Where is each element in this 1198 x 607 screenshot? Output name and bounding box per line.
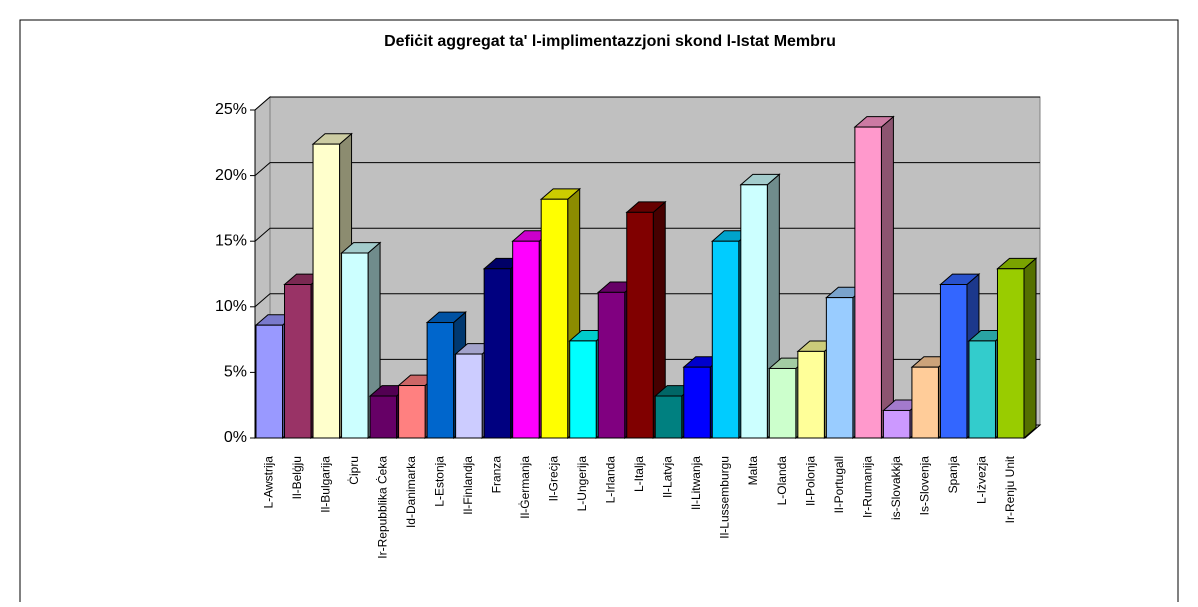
- chart-title: Defiċit aggregat ta' l-implimentazzjoni …: [384, 33, 836, 50]
- bar: [853, 115, 895, 440]
- bar: [340, 241, 382, 440]
- x-tick-label: L-Italja: [632, 456, 646, 492]
- x-tick-label: L-Estonja: [433, 456, 447, 507]
- x-tick-label: Il-Portugall: [832, 456, 846, 513]
- x-tick-label: Spanja: [946, 456, 960, 494]
- x-tick-label: Ir-Rumanija: [860, 456, 874, 518]
- y-tick-label: 20%: [215, 167, 247, 184]
- x-tick-label: Il-Ġermanja: [518, 456, 532, 519]
- x-tick-label: L-Awstrija: [261, 456, 275, 509]
- bar: [996, 257, 1038, 440]
- x-tick-label: L-Irlanda: [604, 456, 618, 504]
- x-tick-label: Ċipru: [347, 456, 361, 485]
- y-tick-label: 15%: [215, 232, 247, 249]
- bar: [939, 273, 981, 440]
- x-tick-label: Ir-Renju Unit: [1003, 455, 1017, 523]
- x-tick-label: Malta: [746, 456, 760, 486]
- x-tick-label: Il-Belġju: [290, 456, 304, 499]
- grid-line: [254, 96, 1040, 111]
- x-tick-label: Is-Slovenja: [917, 456, 931, 516]
- x-tick-label: L-Iżvezja: [974, 456, 988, 504]
- x-tick-label: Il-Bulgarija: [318, 456, 332, 513]
- x-tick-label: Il-Finlandja: [461, 456, 475, 515]
- y-tick-label: 0%: [224, 429, 247, 446]
- bar: [739, 173, 781, 440]
- x-tick-label: Il-Lussemburgu: [718, 456, 732, 539]
- x-tick-label: Il-Latvja: [661, 456, 675, 498]
- x-tick-label: Id-Danimarka: [404, 456, 418, 528]
- bar: [625, 200, 667, 440]
- x-tick-label: L-Ungerija: [575, 456, 589, 512]
- y-tick-label: 25%: [215, 101, 247, 118]
- y-tick-label: 5%: [224, 364, 247, 381]
- y-tick-label: 10%: [215, 298, 247, 315]
- grid-line: [254, 293, 1040, 308]
- x-tick-label: Il-Litwanja: [689, 456, 703, 510]
- x-tick-label: Franza: [490, 456, 504, 494]
- x-tick-label: Il-Greċja: [547, 456, 561, 502]
- x-tick-label: L-Olanda: [775, 456, 789, 506]
- x-tick-label: is-Slovakkja: [889, 456, 903, 520]
- grid-line: [254, 162, 1040, 176]
- grid-line: [254, 227, 1040, 242]
- chart-frame: [19, 19, 1179, 602]
- x-tick-label: Il-Polonja: [803, 456, 817, 506]
- x-tick-label: Ir-Repubblika Ċeka: [376, 456, 390, 559]
